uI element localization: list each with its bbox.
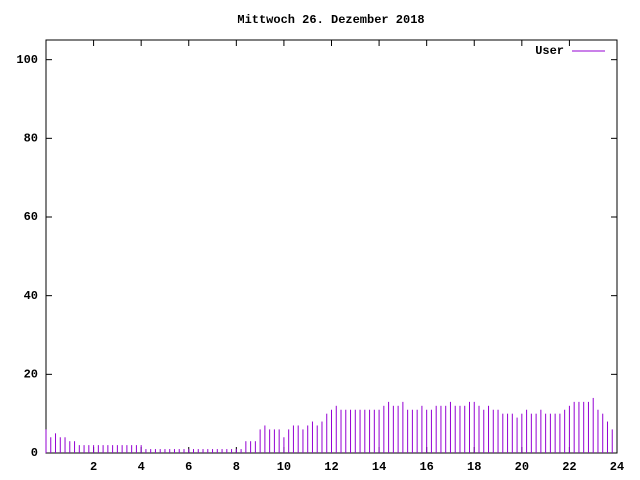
y-tick-label: 40	[24, 289, 38, 303]
plot-border	[45, 39, 618, 454]
x-tick-label: 2	[90, 460, 97, 474]
x-tick-label: 16	[419, 460, 433, 474]
x-tick-label: 22	[562, 460, 576, 474]
legend-label: User	[535, 44, 564, 58]
x-tick-label: 18	[467, 460, 481, 474]
x-tick-label: 14	[372, 460, 386, 474]
x-tick-label: 6	[185, 460, 192, 474]
x-tick-label: 24	[610, 460, 624, 474]
chart-title: Mittwoch 26. Dezember 2018	[237, 13, 424, 27]
x-tick-label: 4	[138, 460, 145, 474]
x-tick-label: 8	[233, 460, 240, 474]
x-tick-label: 12	[324, 460, 338, 474]
y-tick-label: 20	[24, 368, 38, 382]
x-tick-label: 20	[515, 460, 529, 474]
x-tick-label: 10	[277, 460, 291, 474]
y-tick-label: 100	[16, 53, 38, 67]
y-tick-label: 0	[31, 446, 38, 460]
y-tick-label: 80	[24, 132, 38, 146]
y-tick-label: 60	[24, 210, 38, 224]
